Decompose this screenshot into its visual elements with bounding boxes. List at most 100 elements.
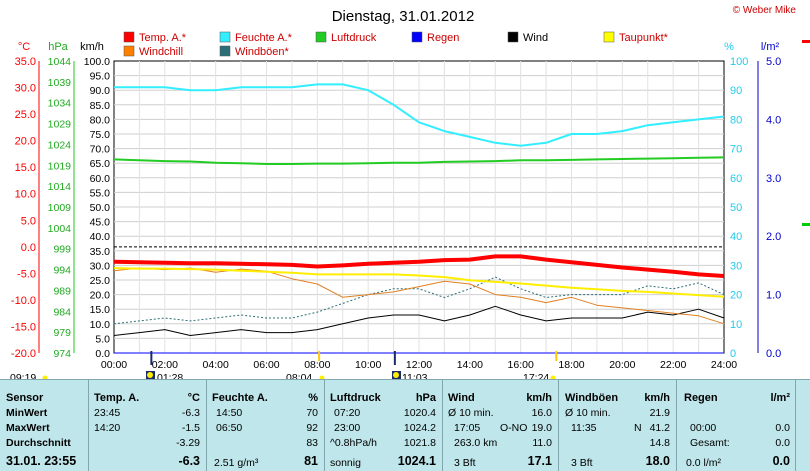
pct-unit-label: % (724, 41, 734, 53)
legend-label: Luftdruck (331, 32, 377, 44)
wind-max: 19.0 (531, 422, 552, 434)
humidity-unit: % (308, 392, 318, 404)
wind-avg10-label: Ø 10 min. (448, 407, 494, 419)
series-line-taupunkt (113, 267, 725, 298)
humidity-max-time: 06:50 (216, 422, 243, 434)
x-tick-label: 20:00 (609, 359, 635, 371)
temp-tick-label: 0.0 (21, 242, 36, 254)
hpa-tick-label: 1039 (48, 77, 72, 89)
legend-label: Taupunkt* (619, 32, 669, 44)
legend-label: Feuchte A.* (235, 32, 293, 44)
rain-total-label: Gesamt: (690, 437, 730, 449)
temp-tick-label: 10.0 (15, 189, 36, 201)
wind-max-dir: O-NO (500, 422, 528, 434)
sun-marker (319, 375, 325, 380)
temp-tick-label: 25.0 (15, 109, 36, 121)
wind-avg10: 16.0 (531, 407, 552, 419)
hpa-tick-label: 1024 (48, 139, 72, 151)
rain-tick-label: 1.0 (766, 290, 781, 302)
pressure-avg: 1021.8 (403, 437, 436, 449)
series-line-tempa (113, 254, 725, 278)
series-line-feuchtea (114, 83, 725, 147)
hpa-tick-label: 1014 (48, 181, 72, 193)
temp-unit-label: °C (18, 41, 30, 53)
temp-min: -6.3 (181, 407, 200, 419)
axis-ticks: 100.095.090.085.080.075.070.065.060.055.… (11, 56, 781, 371)
pct-tick-label: 100 (730, 56, 748, 68)
hpa-tick-label: 1029 (48, 119, 72, 131)
x-tick-label: 16:00 (508, 359, 534, 371)
humidity-absolute: 2.51 g/m³ (214, 457, 259, 469)
rain-total: 0.0 (775, 437, 790, 449)
moon-icon (147, 372, 153, 378)
gust-unit: km/h (644, 392, 670, 404)
gust-max-time: 11:35 (571, 422, 597, 434)
kmh-tick-label: 25.0 (90, 275, 111, 287)
kmh-tick-label: 50.0 (90, 202, 111, 214)
hpa-tick-label: 1044 (48, 56, 72, 68)
wind-unit: km/h (526, 392, 552, 404)
kmh-tick-label: 90.0 (90, 85, 111, 97)
temp-tick-label: -5.0 (17, 268, 36, 280)
kmh-tick-label: 45.0 (90, 217, 111, 229)
x-tick-label: 04:00 (203, 359, 229, 371)
hpa-tick-label: 1019 (48, 160, 72, 172)
sunrise-label: 08:04 (286, 372, 312, 380)
wind-avg: 11.0 (532, 437, 552, 449)
pct-tick-label: 90 (730, 85, 742, 97)
pressure-min: 1020.4 (403, 407, 436, 419)
left-time-label: 09:19 (10, 372, 36, 380)
gust-max-dir: N (634, 422, 642, 434)
x-tick-label: 00:00 (101, 359, 127, 371)
legend-label: Wind (523, 32, 548, 44)
kmh-tick-label: 65.0 (90, 158, 111, 170)
legend-label: Temp. A.* (139, 32, 187, 44)
kmh-unit-label: km/h (80, 41, 104, 53)
hpa-tick-label: 1034 (48, 98, 72, 110)
weather-forecast: sonnig (330, 457, 361, 469)
moonset-label: 11:03 (402, 372, 428, 380)
legend-swatch (123, 45, 135, 57)
rain-tick-label: 5.0 (766, 56, 781, 68)
rain-header: Regen (684, 392, 718, 404)
kmh-tick-label: 75.0 (90, 129, 111, 141)
legend-swatch (315, 31, 327, 43)
hpa-tick-label: 994 (53, 265, 71, 277)
x-tick-label: 02:00 (152, 359, 178, 371)
x-tick-label: 06:00 (253, 359, 279, 371)
x-tick-label: 24:00 (711, 359, 737, 371)
temp-tick-label: 5.0 (21, 215, 36, 227)
row-label-current: 31.01. 23:55 (6, 454, 77, 468)
kmh-tick-label: 40.0 (90, 231, 111, 243)
gust-avg: 14.8 (649, 437, 670, 449)
kmh-tick-label: 15.0 (90, 304, 111, 316)
wind-now: 17.1 (527, 454, 552, 468)
gust-max: 41.2 (649, 422, 670, 434)
temp-tick-label: 20.0 (15, 136, 36, 148)
temp-now: -6.3 (178, 454, 200, 468)
rain-tick-label: 2.0 (766, 231, 781, 243)
pressure-trend: ^0.8hPa/h (330, 437, 377, 449)
legend-swatch (219, 31, 231, 43)
copyright-label: © Weber Mike (733, 5, 797, 16)
humidity-min-time: 14:50 (216, 407, 243, 419)
axis-units: °C hPa km/h % l/m² (18, 41, 780, 53)
legend-label: Regen (427, 32, 459, 44)
kmh-tick-label: 95.0 (90, 71, 111, 83)
pct-tick-label: 50 (730, 202, 742, 214)
rain-tick-label: 0.0 (766, 348, 781, 360)
pressure-max: 1024.2 (403, 422, 436, 434)
hpa-tick-label: 1004 (48, 223, 72, 235)
gust-avg10: 21.9 (649, 407, 670, 419)
pct-tick-label: 70 (730, 144, 742, 156)
kmh-tick-label: 80.0 (90, 114, 111, 126)
kmh-tick-label: 10.0 (90, 319, 111, 331)
pct-tick-label: 40 (730, 231, 742, 243)
temp-max: -1.5 (181, 422, 200, 434)
rain-value: 0.0 (775, 422, 790, 434)
row-label-avg: Durchschnitt (6, 437, 71, 449)
edge-swatch-red (802, 40, 810, 43)
x-tick-label: 14:00 (457, 359, 483, 371)
pct-tick-label: 10 (730, 319, 742, 331)
gust-now: 18.0 (645, 454, 670, 468)
